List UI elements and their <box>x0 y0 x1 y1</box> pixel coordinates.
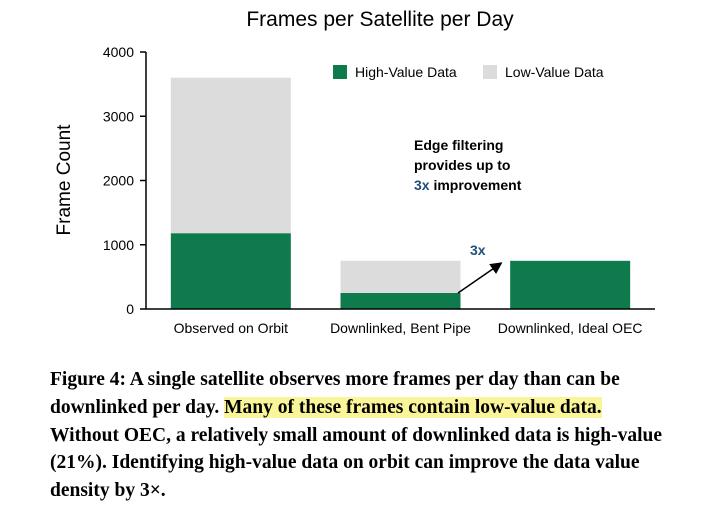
legend-swatch-high <box>333 65 347 79</box>
figure-caption: Figure 4: A single satellite observes mo… <box>50 366 670 505</box>
note-line-1: Edge filtering <box>414 137 503 153</box>
bar-low-1 <box>340 260 461 293</box>
y-tick-label: 4000 <box>103 44 134 60</box>
caption-lead: Figure 4: A single satellite observes mo… <box>50 369 620 418</box>
annotation-note: Edge filtering provides up to 3x improve… <box>414 137 522 193</box>
y-ticks-group: 0 1000 2000 3000 4000 <box>103 44 146 317</box>
note-rest: improvement <box>430 177 522 193</box>
note-line-3: 3x improvement <box>414 177 522 193</box>
bar-high-1 <box>340 292 461 309</box>
caption-highlight: Many of these frames contain low-value d… <box>224 396 602 418</box>
bar-low-0 <box>170 77 291 234</box>
note-emph: 3x <box>414 177 430 193</box>
x-tick-label: Observed on Orbit <box>174 320 288 336</box>
stacked-bar-chart: Frames per Satellite per Day Frame Count… <box>54 8 655 336</box>
improvement-arrow <box>457 262 503 294</box>
bar-high-0 <box>170 233 291 309</box>
bars-group <box>170 77 631 309</box>
y-tick-label: 3000 <box>103 108 134 124</box>
arrow-label: 3x <box>470 242 486 258</box>
chart-title: Frames per Satellite per Day <box>246 8 514 31</box>
legend-label-high: High-Value Data <box>355 64 457 80</box>
y-axis-label: Frame Count <box>54 124 75 236</box>
legend-swatch-low <box>483 65 497 79</box>
legend-label-low: Low-Value Data <box>505 64 604 80</box>
bar-high-2 <box>510 260 631 309</box>
y-tick-label: 0 <box>126 301 134 317</box>
x-tick-label: Downlinked, Ideal OEC <box>498 320 643 336</box>
y-tick-label: 2000 <box>103 173 134 189</box>
legend: High-Value Data Low-Value Data <box>333 64 604 80</box>
y-tick-label: 1000 <box>103 237 134 253</box>
note-line-2: provides up to <box>414 157 510 173</box>
x-ticks-group: Observed on Orbit Downlinked, Bent Pipe Do… <box>174 320 643 336</box>
x-tick-label: Downlinked, Bent Pipe <box>330 320 471 336</box>
caption-rest: Without OEC, a relatively small amount o… <box>50 424 662 502</box>
